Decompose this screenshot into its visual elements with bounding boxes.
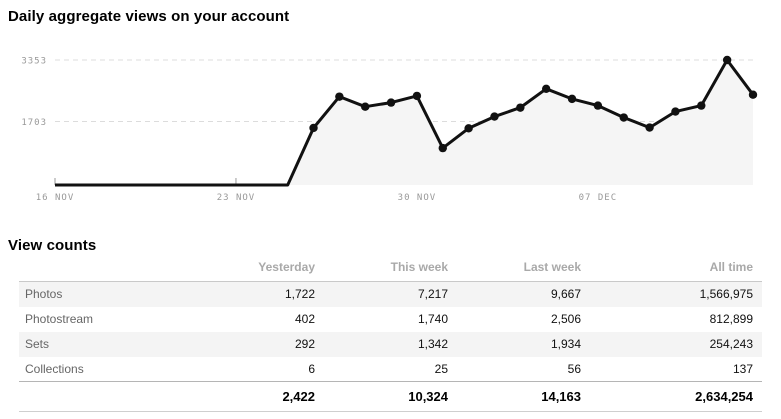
total-all-time: 2,634,254 xyxy=(695,389,753,404)
cell-this-week: 1,740 xyxy=(417,312,448,326)
cell-all-time: 1,566,975 xyxy=(699,287,753,302)
column-header-last-week: Last week xyxy=(523,260,581,274)
x-axis-label: 07 DEC xyxy=(579,193,618,203)
cell-last-week: 56 xyxy=(567,361,581,376)
chart-point xyxy=(386,98,396,107)
chart-svg: 3353 1703 16 NOV 23 NOV 30 NOV 07 DEC xyxy=(21,55,758,203)
y-axis-label: 3353 xyxy=(21,57,47,67)
cell-this-week: 25 xyxy=(434,361,448,376)
chart-point xyxy=(490,112,499,121)
chart-point xyxy=(722,55,732,65)
total-last-week: 14,163 xyxy=(541,389,581,404)
x-axis-label: 16 NOV xyxy=(36,193,75,203)
column-header-all-time: All time xyxy=(709,260,753,274)
chart-line xyxy=(55,58,755,187)
row-label: Collections xyxy=(25,361,84,376)
chart-point xyxy=(748,90,758,99)
cell-this-week: 1,342 xyxy=(417,337,448,351)
cell-all-time: 254,243 xyxy=(709,337,753,351)
chart-point xyxy=(335,92,344,101)
section-title-view-counts: View counts xyxy=(8,237,97,254)
cell-all-time: 137 xyxy=(732,361,753,376)
view-counts-table: Yesterday This week Last week All time P… xyxy=(19,260,762,412)
table-row-sets: Sets 292 1,342 1,934 254,243 xyxy=(19,331,762,357)
chart-point xyxy=(541,84,551,94)
chart-point xyxy=(671,107,680,116)
row-label: Photostream xyxy=(25,312,94,326)
chart-point xyxy=(412,91,422,101)
cell-yesterday: 1,722 xyxy=(284,287,315,302)
chart-point xyxy=(464,124,473,133)
table-row-photos: Photos 1,722 7,217 9,667 1,566,975 xyxy=(19,281,762,307)
row-label: Photos xyxy=(25,287,63,302)
cell-last-week: 9,667 xyxy=(550,287,581,302)
chart-point xyxy=(593,101,603,110)
table-row-photostream: Photostream 402 1,740 2,506 812,899 xyxy=(19,307,762,332)
column-header-this-week: This week xyxy=(390,260,448,274)
total-this-week: 10,324 xyxy=(408,389,448,404)
daily-views-chart: 3353 1703 16 NOV 23 NOV 30 NOV 07 DEC xyxy=(0,40,781,212)
column-header-yesterday: Yesterday xyxy=(258,260,315,274)
table-row-collections: Collections 6 25 56 137 xyxy=(19,357,762,382)
chart-point xyxy=(361,102,370,111)
y-axis-label: 1703 xyxy=(21,118,47,128)
cell-last-week: 2,506 xyxy=(550,312,581,326)
cell-yesterday: 6 xyxy=(308,361,315,376)
chart-point xyxy=(309,123,318,133)
cell-last-week: 1,934 xyxy=(550,337,581,351)
x-axis-label: 30 NOV xyxy=(398,193,437,203)
table-header-row: Yesterday This week Last week All time xyxy=(19,260,762,282)
page-title: Daily aggregate views on your account xyxy=(8,8,290,25)
table-totals-row: 2,422 10,324 14,163 2,634,254 xyxy=(19,382,762,412)
cell-yesterday: 292 xyxy=(294,337,315,351)
totals-empty xyxy=(19,382,184,412)
column-header-empty xyxy=(19,260,184,282)
chart-point xyxy=(516,103,525,112)
total-yesterday: 2,422 xyxy=(282,389,315,404)
x-axis-label: 23 NOV xyxy=(217,193,256,203)
chart-point xyxy=(645,123,654,132)
row-label: Sets xyxy=(25,337,50,351)
chart-point xyxy=(619,113,628,122)
chart-area-fill xyxy=(55,60,753,185)
chart-point xyxy=(697,101,706,110)
cell-yesterday: 402 xyxy=(294,312,315,326)
cell-this-week: 7,217 xyxy=(417,287,448,302)
chart-point xyxy=(438,143,447,153)
cell-all-time: 812,899 xyxy=(709,312,753,326)
chart-point xyxy=(567,94,577,104)
